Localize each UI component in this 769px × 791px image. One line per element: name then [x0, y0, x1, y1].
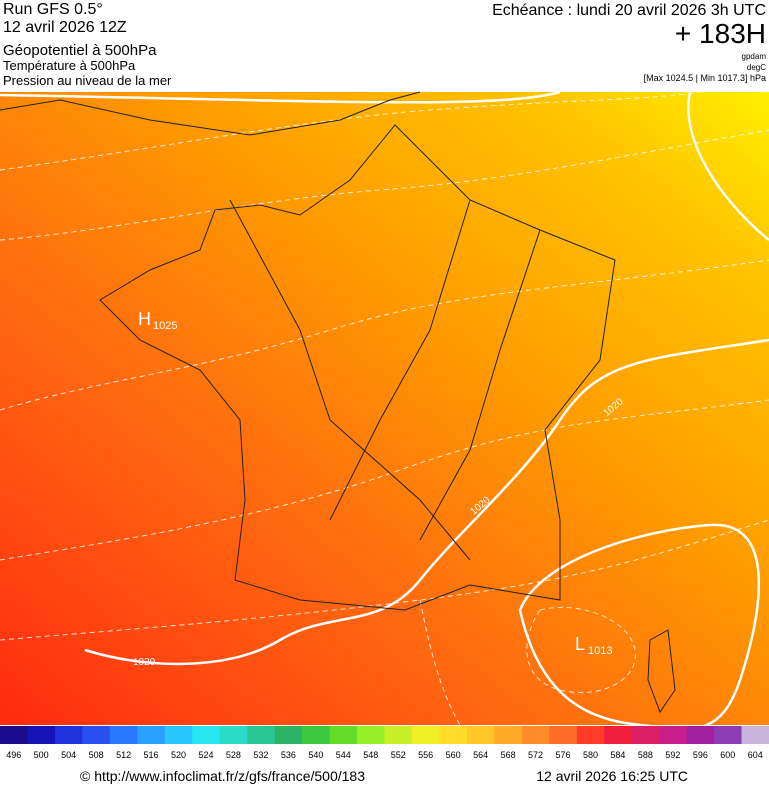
scale-label: 500 [34, 750, 49, 760]
header-left: Température à 500hPa [3, 58, 136, 73]
scale-label: 556 [418, 750, 433, 760]
isobars [0, 90, 769, 731]
scale-cell [686, 726, 715, 744]
source-url: © http://www.infoclimat.fr/z/gfs/france/… [80, 768, 365, 784]
scale-cell [604, 726, 633, 744]
low-value: 1013 [588, 645, 612, 657]
scale-label: 576 [556, 750, 571, 760]
header-left: Géopotentiel à 500hPa [3, 42, 157, 59]
scale-cell [27, 726, 56, 744]
scale-label: 516 [144, 750, 159, 760]
scale-label: 596 [693, 750, 708, 760]
header-left: 12 avril 2026 12Z [3, 19, 127, 36]
scale-cell [631, 726, 660, 744]
high-value: 1025 [153, 320, 177, 332]
scale-label: 540 [308, 750, 323, 760]
scale-cell [164, 726, 193, 744]
footer: © http://www.infoclimat.fr/z/gfs/france/… [80, 768, 688, 784]
scale-label: 544 [336, 750, 351, 760]
scale-label: 496 [6, 750, 21, 760]
scale-label: 580 [583, 750, 598, 760]
lead-time: + 183H [675, 18, 766, 49]
scale-cell [109, 726, 138, 744]
scale-label: 552 [391, 750, 406, 760]
scale-cell [411, 726, 440, 744]
scale-cell [357, 726, 385, 744]
isobar-label: 1020 [133, 657, 156, 668]
scale-cell [82, 726, 111, 744]
scale-label: 520 [171, 750, 186, 760]
scale-cell [302, 726, 331, 744]
color-scale: 496 500 504 508 512 516 520 524 528 532 536 540 544 5… [0, 726, 769, 760]
map-background [0, 92, 769, 725]
scale-label: 560 [446, 750, 461, 760]
scale-cell [54, 726, 83, 744]
unit: degC [747, 63, 766, 72]
scale-label: 588 [638, 750, 653, 760]
scale-cell [741, 726, 769, 744]
scale-cell [384, 726, 413, 744]
scale-cell [466, 726, 495, 744]
scale-cell [329, 726, 358, 744]
scale-label: 572 [528, 750, 543, 760]
scale-label: 584 [610, 750, 625, 760]
low-letter: L [575, 634, 585, 654]
header-left: Pression au niveau de la mer [3, 73, 172, 88]
isotherms [0, 91, 769, 726]
footer-date: 12 avril 2026 16:25 UTC [536, 768, 688, 784]
header: Run GFS 0.5° 12 avril 2026 12Z Géopotent… [3, 1, 766, 88]
scale-cell [192, 726, 221, 744]
header-left: Run GFS 0.5° [3, 1, 103, 18]
scale-cell [439, 726, 468, 744]
map: H 1025 L 1013 1020 1020 1020 [0, 90, 769, 731]
scale-cell [137, 726, 166, 744]
scale-label: 592 [665, 750, 680, 760]
scale-cell [274, 726, 303, 744]
echeance: Echéance : lundi 20 avril 2026 3h UTC [492, 2, 766, 19]
scale-label: 604 [748, 750, 763, 760]
unit: gpdam [742, 52, 767, 61]
scale-cell [576, 726, 605, 744]
scale-cell [714, 726, 743, 744]
high-letter: H [138, 309, 151, 329]
scale-cell [0, 726, 28, 744]
scale-cell [219, 726, 248, 744]
coastlines [0, 91, 676, 714]
scale-label: 532 [253, 750, 268, 760]
scale-cell [549, 726, 578, 744]
pressure-range: [Max 1024.5 | Min 1017.3] hPa [644, 73, 766, 83]
scale-cell [659, 726, 688, 744]
scale-label: 508 [89, 750, 104, 760]
scale-label: 568 [501, 750, 516, 760]
scale-label: 528 [226, 750, 241, 760]
scale-label: 564 [473, 750, 488, 760]
scale-label: 548 [363, 750, 378, 760]
scale-cell [521, 726, 550, 744]
scale-label: 504 [61, 750, 76, 760]
scale-label: 600 [720, 750, 735, 760]
scale-label: 524 [198, 750, 213, 760]
scale-cell [494, 726, 523, 744]
scale-label: 536 [281, 750, 296, 760]
scale-label: 512 [116, 750, 131, 760]
scale-cell [247, 726, 276, 744]
